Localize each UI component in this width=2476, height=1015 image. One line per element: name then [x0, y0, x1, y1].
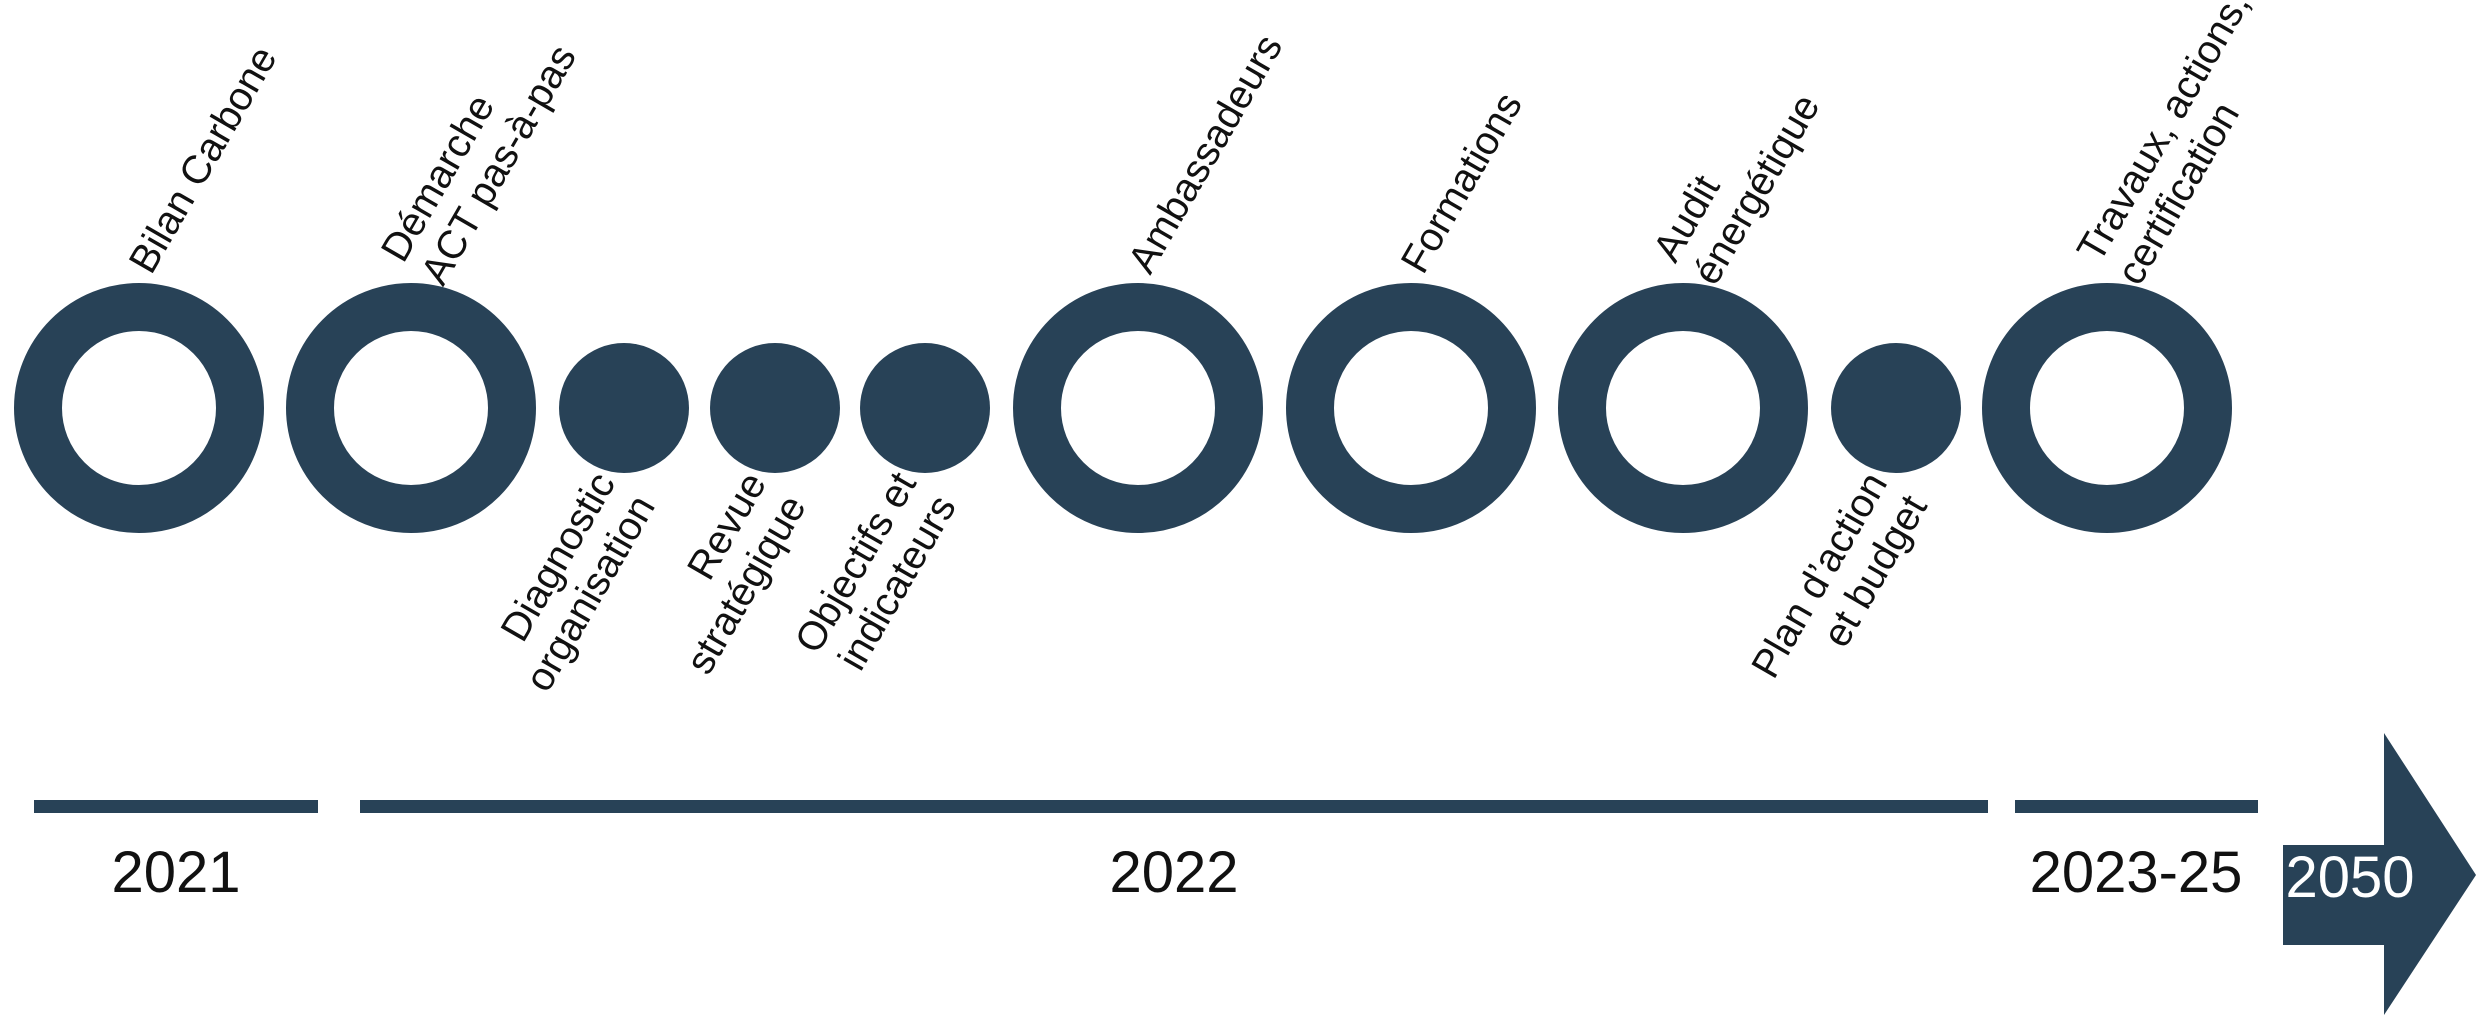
horizon-label: 2050	[2285, 845, 2414, 910]
horizon-arrow: 2050	[2283, 733, 2476, 1015]
milestone-dot-objectifs-et	[860, 343, 990, 473]
milestone-label-travaux-actions: Travaux, actions,certification	[2069, 0, 2259, 292]
period-bars	[34, 800, 2258, 813]
arrow-shape	[2283, 733, 2476, 1015]
milestone-dot-diagnostic	[559, 343, 689, 473]
milestone-label-ambassadeurs: Ambassadeurs	[1120, 27, 1292, 280]
milestone-markers	[14, 283, 2232, 533]
period-bar-2021	[34, 800, 318, 813]
milestone-ring-formations	[1286, 283, 1536, 533]
milestone-label-line: Bilan Carbone	[121, 39, 286, 281]
period-label-2021: 2021	[111, 840, 240, 905]
milestone-label-line: Formations	[1393, 85, 1531, 280]
period-labels: 2021 2022 2023-25	[111, 840, 2242, 905]
milestone-dot-plan-d-action	[1831, 343, 1961, 473]
milestone-dot-revue	[710, 343, 840, 473]
milestone-ring-travaux-actions	[1982, 283, 2232, 533]
milestone-ring-ambassadeurs	[1013, 283, 1263, 533]
milestone-label-line: Ambassadeurs	[1120, 27, 1292, 280]
milestone-label-formations: Formations	[1393, 85, 1531, 280]
period-label-2022: 2022	[1109, 840, 1238, 905]
milestone-ring-audit	[1558, 283, 1808, 533]
period-bar-2023-25	[2015, 800, 2258, 813]
milestone-label-bilan-carbone: Bilan Carbone	[121, 39, 286, 281]
period-label-2023-25: 2023-25	[2030, 840, 2243, 905]
period-bar-2022	[360, 800, 1988, 813]
milestone-ring-bilan-carbone	[14, 283, 264, 533]
milestone-ring-demarche	[286, 283, 536, 533]
